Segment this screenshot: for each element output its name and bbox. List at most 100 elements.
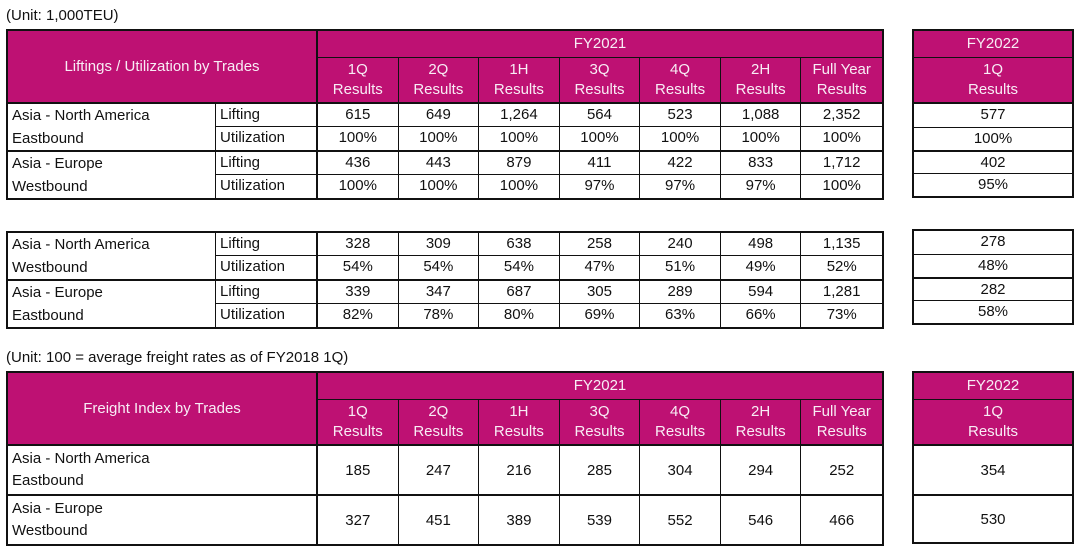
trade-label-cell: Asia - North America Westbound [8,233,216,279]
liftings-table-block2: Asia - North America Westbound Lifting 3… [6,231,884,329]
trade-name: Asia - North America [12,107,150,124]
value-cell: 539 [560,496,641,544]
trade-direction: Westbound [12,259,88,276]
trade-label-cell: Asia - Europe Westbound [8,496,318,544]
results-label: Results [735,423,786,440]
trade-group: Asia - North America Westbound Lifting 3… [8,233,882,279]
value-cell: 82% [318,304,399,327]
value-cell: 833 [720,152,802,175]
trade-row: Asia - North America Eastbound 185 247 2… [8,446,882,494]
results-label: Results [816,81,867,98]
trade-label-cell: Asia - North America Eastbound [8,104,216,150]
value-cell: 80% [479,304,560,327]
freight-table-header: Freight Index by Trades FY2021 1Q Results… [8,373,882,446]
quarter-header-4q: 4Q Results [640,400,721,444]
fy2022-table-block2: 278 48% 282 58% [912,229,1074,325]
trade-name: Asia - Europe [12,500,103,517]
trade-name: Asia - North America [12,236,150,253]
trade-row: Asia - Europe Westbound 327 451 389 539 … [8,494,882,544]
value-cell: 48% [914,254,1072,277]
results-label: Results [735,81,786,98]
value-cell: 247 [399,446,480,494]
value-cell: 73% [826,306,857,323]
quarter-header-3q: 3Q Results [560,58,641,102]
fy2022-quarter-header: 1Q Results [914,58,1072,102]
quarter-label: 1Q [347,403,368,420]
value-cell: 615 [318,104,399,127]
liftings-table-block1: Liftings / Utilization by Trades FY2021 … [6,29,884,200]
row-label-utilization: Utilization [216,256,318,279]
value-cell: 100% [399,127,480,150]
results-label: Results [967,423,1019,440]
liftings-unit-label: (Unit: 1,000TEU) [6,7,119,24]
value-cell: 498 [720,233,802,256]
trade-group: Asia - Europe Eastbound Lifting 339 347 … [8,279,882,327]
table-title: Liftings / Utilization by Trades [8,31,318,102]
quarter-header-4q: 4Q Results [640,58,721,102]
value-cell: 95% [914,173,1072,196]
results-label: Results [655,81,706,98]
fy2022-table-block1: FY2022 1Q Results 577 100% 402 95% [912,29,1074,198]
trade-group: Asia - North America Eastbound Lifting 6… [8,104,882,150]
results-label: Results [493,423,544,440]
row-label-utilization: Utilization [216,127,318,150]
quarter-label: 2H [751,403,771,420]
trade-name: Asia - Europe [12,284,103,301]
value-cell: 422 [640,152,721,175]
value-cell: 309 [398,233,480,256]
value-cell: 1,281 [801,281,882,304]
fy2022-freight-table: FY2022 1Q Results 354 530 [912,371,1074,544]
fy2021-header: FY2021 [318,31,882,58]
quarter-label: 1Q [347,61,368,78]
trade-group: Asia - Europe Westbound Lifting 436 443 … [8,150,882,198]
quarter-label: 2Q [428,403,449,420]
row-label-lifting: Lifting [216,281,318,304]
value-cell: 58% [914,300,1072,323]
row-label-lifting: Lifting [216,152,318,175]
fy2021-header: FY2021 [318,373,882,400]
value-cell: 1,264 [479,104,560,127]
value-cell: 51% [640,256,721,279]
value-cell: 78% [399,304,480,327]
value-cell: 100% [640,127,721,150]
value-cell: 466 [829,511,855,529]
value-cell: 546 [721,496,802,544]
quarter-header-2h: 2H Results [721,400,802,444]
fy2022-header: FY2022 [914,373,1072,400]
fy2022-table-header: FY2022 1Q Results [914,373,1072,446]
value-cell: 47% [560,256,641,279]
trade-name: Asia - North America [12,450,150,467]
value-cell: 436 [318,152,399,175]
freight-section: (Unit: 100 = average freight rates as of… [6,349,1080,546]
value-cell: 443 [398,152,480,175]
quarter-header-1q: 1Q Results [318,400,399,444]
quarter-label: 1H [509,403,529,420]
row-label-lifting: Lifting [216,104,318,127]
value-cell: 564 [559,104,641,127]
value-cell: 305 [559,281,641,304]
quarter-header-2q: 2Q Results [399,58,480,102]
quarter-header-1q: 1Q Results [318,58,399,102]
value-cell: 294 [721,446,802,494]
value-cell: 389 [479,496,560,544]
quarter-header-1h: 1H Results [479,58,560,102]
quarter-label: Full Year [812,61,871,78]
value-cell: 552 [640,496,721,544]
trade-direction: Eastbound [12,130,84,147]
value-cell: 63% [640,304,721,327]
results-label: Results [332,423,383,440]
fy2022-table-header: FY2022 1Q Results [914,31,1072,104]
value-cell: 638 [479,233,560,256]
trade-direction: Westbound [12,522,88,539]
trade-direction: Eastbound [12,472,84,489]
liftings-table-header: Liftings / Utilization by Trades FY2021 … [8,31,882,104]
quarter-label: Full Year [812,403,871,420]
quarter-label: 2H [751,61,771,78]
value-cell: 282 [914,277,1072,300]
value-cell: 577 [980,106,1006,123]
freight-fy2022-table: FY2022 1Q Results 354 530 [912,371,1074,544]
value-cell: 289 [640,281,721,304]
value-cell: 2,352 [801,104,882,127]
quarter-header-2q: 2Q Results [399,400,480,444]
value-cell: 97% [640,175,721,198]
